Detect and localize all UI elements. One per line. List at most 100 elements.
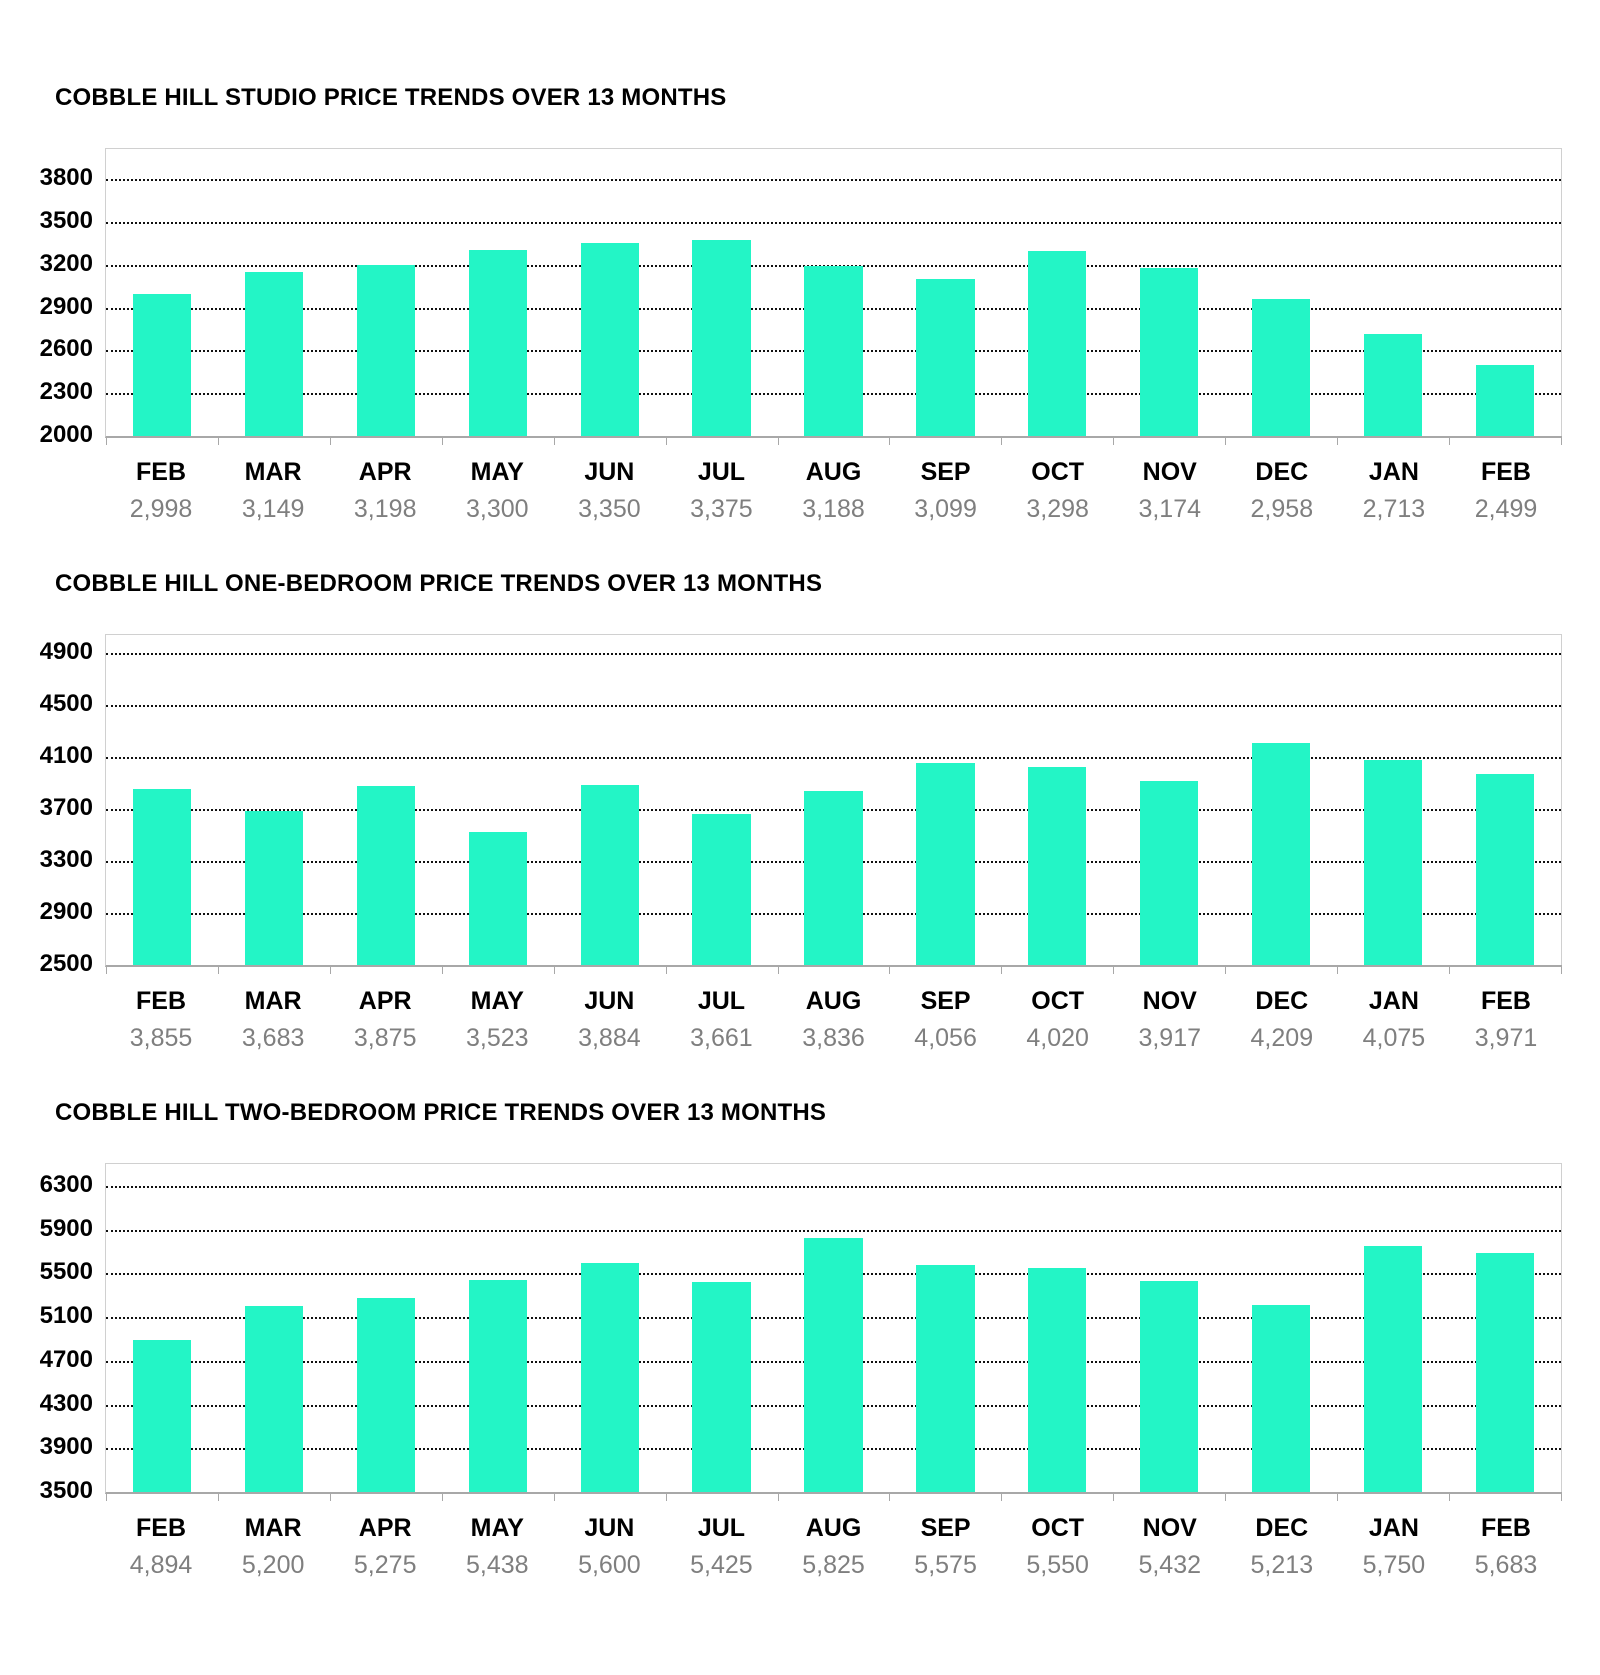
x-label-slot: AUG 3,836 bbox=[777, 987, 889, 1053]
plot-area bbox=[105, 1163, 1562, 1501]
bar bbox=[356, 1298, 415, 1492]
bar-slot bbox=[106, 635, 218, 965]
x-axis-tick bbox=[665, 436, 667, 445]
bar bbox=[580, 243, 639, 436]
value-label: 3,661 bbox=[690, 1024, 753, 1052]
value-label: 2,499 bbox=[1474, 495, 1538, 523]
bar bbox=[1364, 1246, 1423, 1492]
y-tick-label: 3700 bbox=[39, 794, 93, 821]
x-axis-tick bbox=[106, 1492, 107, 1501]
x-label-slot: JAN 4,075 bbox=[1338, 987, 1450, 1053]
x-axis-tick bbox=[1449, 965, 1451, 974]
x-axis-tick bbox=[1561, 1492, 1562, 1501]
x-label-slot: SEP 4,056 bbox=[890, 987, 1002, 1053]
x-axis-tick bbox=[1113, 1492, 1115, 1501]
bar-slot bbox=[778, 1164, 890, 1492]
month-label: MAR bbox=[244, 987, 302, 1015]
bar-slot bbox=[1001, 1164, 1113, 1492]
bars bbox=[106, 1164, 1561, 1492]
x-label-slot: NOV 3,917 bbox=[1114, 987, 1226, 1053]
bar-slot bbox=[1449, 149, 1561, 436]
bar-slot bbox=[1001, 149, 1113, 436]
x-label-slot: FEB 5,683 bbox=[1450, 1514, 1562, 1580]
y-tick-label: 3500 bbox=[39, 1477, 93, 1504]
x-label-slot: DEC 2,958 bbox=[1226, 458, 1338, 524]
x-axis-tick bbox=[889, 965, 891, 974]
y-tick-label: 4500 bbox=[39, 690, 93, 717]
x-label-slot: APR 3,198 bbox=[329, 458, 441, 524]
x-label-slot: SEP 3,099 bbox=[890, 458, 1002, 524]
value-label: 3,198 bbox=[353, 495, 417, 523]
month-label: JUN bbox=[584, 987, 635, 1015]
value-label: 2,998 bbox=[129, 495, 193, 523]
month-label: DEC bbox=[1255, 987, 1309, 1015]
bar bbox=[1140, 780, 1199, 965]
y-tick-label: 4100 bbox=[39, 742, 93, 769]
x-axis-labels: FEB 3,855 MAR 3,683 APR 3,875 MAY 3,523 JUN 3,884… bbox=[105, 987, 1562, 1053]
x-axis-tick bbox=[106, 965, 107, 974]
y-tick-label: 5100 bbox=[39, 1302, 93, 1330]
x-axis-tick bbox=[106, 436, 107, 445]
x-label-slot: DEC 5,213 bbox=[1226, 1514, 1338, 1580]
bars bbox=[106, 635, 1561, 965]
y-tick-label: 5500 bbox=[39, 1258, 93, 1286]
value-label: 3,188 bbox=[802, 495, 865, 523]
value-label: 4,209 bbox=[1250, 1024, 1314, 1052]
x-axis-tick bbox=[553, 436, 555, 445]
x-axis-tick bbox=[1337, 436, 1339, 445]
bar-slot bbox=[106, 149, 218, 436]
value-label: 5,200 bbox=[241, 1551, 305, 1579]
y-tick-label: 2900 bbox=[39, 898, 93, 925]
value-label: 5,750 bbox=[1362, 1551, 1426, 1579]
bar bbox=[1252, 299, 1311, 436]
value-label: 3,917 bbox=[1138, 1024, 1202, 1052]
bar bbox=[1252, 1304, 1311, 1492]
bar-slot bbox=[106, 1164, 218, 1492]
y-tick-label: 4300 bbox=[39, 1389, 93, 1417]
x-label-slot: MAY 3,300 bbox=[441, 458, 553, 524]
value-label: 5,438 bbox=[465, 1551, 529, 1579]
month-label: NOV bbox=[1142, 987, 1197, 1015]
bar-slot bbox=[1449, 635, 1561, 965]
gridline bbox=[106, 653, 1561, 655]
bar bbox=[916, 279, 975, 436]
x-axis-tick bbox=[329, 436, 331, 445]
value-label: 3,683 bbox=[241, 1024, 305, 1052]
value-label: 4,020 bbox=[1026, 1024, 1089, 1052]
x-axis-labels: FEB 4,894 MAR 5,200 APR 5,275 MAY 5,438 JUN 5,600… bbox=[105, 1514, 1562, 1580]
value-label: 3,875 bbox=[353, 1024, 417, 1052]
chart-title: COBBLE HILL STUDIO PRICE TRENDS OVER 13 … bbox=[55, 84, 727, 111]
x-axis-tick bbox=[1449, 436, 1451, 445]
bar-slot bbox=[218, 149, 330, 436]
bar bbox=[1028, 767, 1087, 965]
bar bbox=[1140, 1280, 1199, 1492]
bar-slot bbox=[554, 149, 666, 436]
month-label: APR bbox=[358, 987, 412, 1015]
bar bbox=[244, 811, 303, 965]
x-label-slot: NOV 3,174 bbox=[1114, 458, 1226, 524]
month-label: MAY bbox=[470, 458, 524, 486]
x-axis-tick bbox=[1113, 965, 1115, 974]
bar bbox=[1364, 334, 1423, 436]
bar bbox=[916, 762, 975, 965]
chart-body: 3500 3900 4300 4700 5100 5500 5900 6300 FEB 4,89… bbox=[0, 1163, 1600, 1580]
bar-slot bbox=[1225, 1164, 1337, 1492]
x-axis-tick bbox=[1449, 1492, 1451, 1501]
bar bbox=[916, 1265, 975, 1492]
bar bbox=[244, 271, 303, 436]
chart-one-bedroom: COBBLE HILL ONE-BEDROOM PRICE TRENDS OVE… bbox=[0, 570, 1600, 1053]
value-label: 3,350 bbox=[578, 495, 641, 523]
value-label: 5,213 bbox=[1250, 1551, 1314, 1579]
month-label: APR bbox=[358, 458, 412, 486]
chart-title: COBBLE HILL TWO-BEDROOM PRICE TRENDS OVE… bbox=[55, 1099, 827, 1126]
month-label: FEB bbox=[1480, 987, 1531, 1015]
x-label-slot: OCT 5,550 bbox=[1002, 1514, 1114, 1580]
x-axis-tick bbox=[441, 965, 443, 974]
gridline bbox=[106, 221, 1561, 224]
month-label: MAR bbox=[244, 458, 302, 486]
x-axis-tick bbox=[441, 1492, 443, 1501]
x-label-slot: MAY 3,523 bbox=[441, 987, 553, 1053]
bars bbox=[106, 149, 1561, 436]
y-tick-label: 2300 bbox=[39, 378, 93, 406]
bar-slot bbox=[1337, 635, 1449, 965]
